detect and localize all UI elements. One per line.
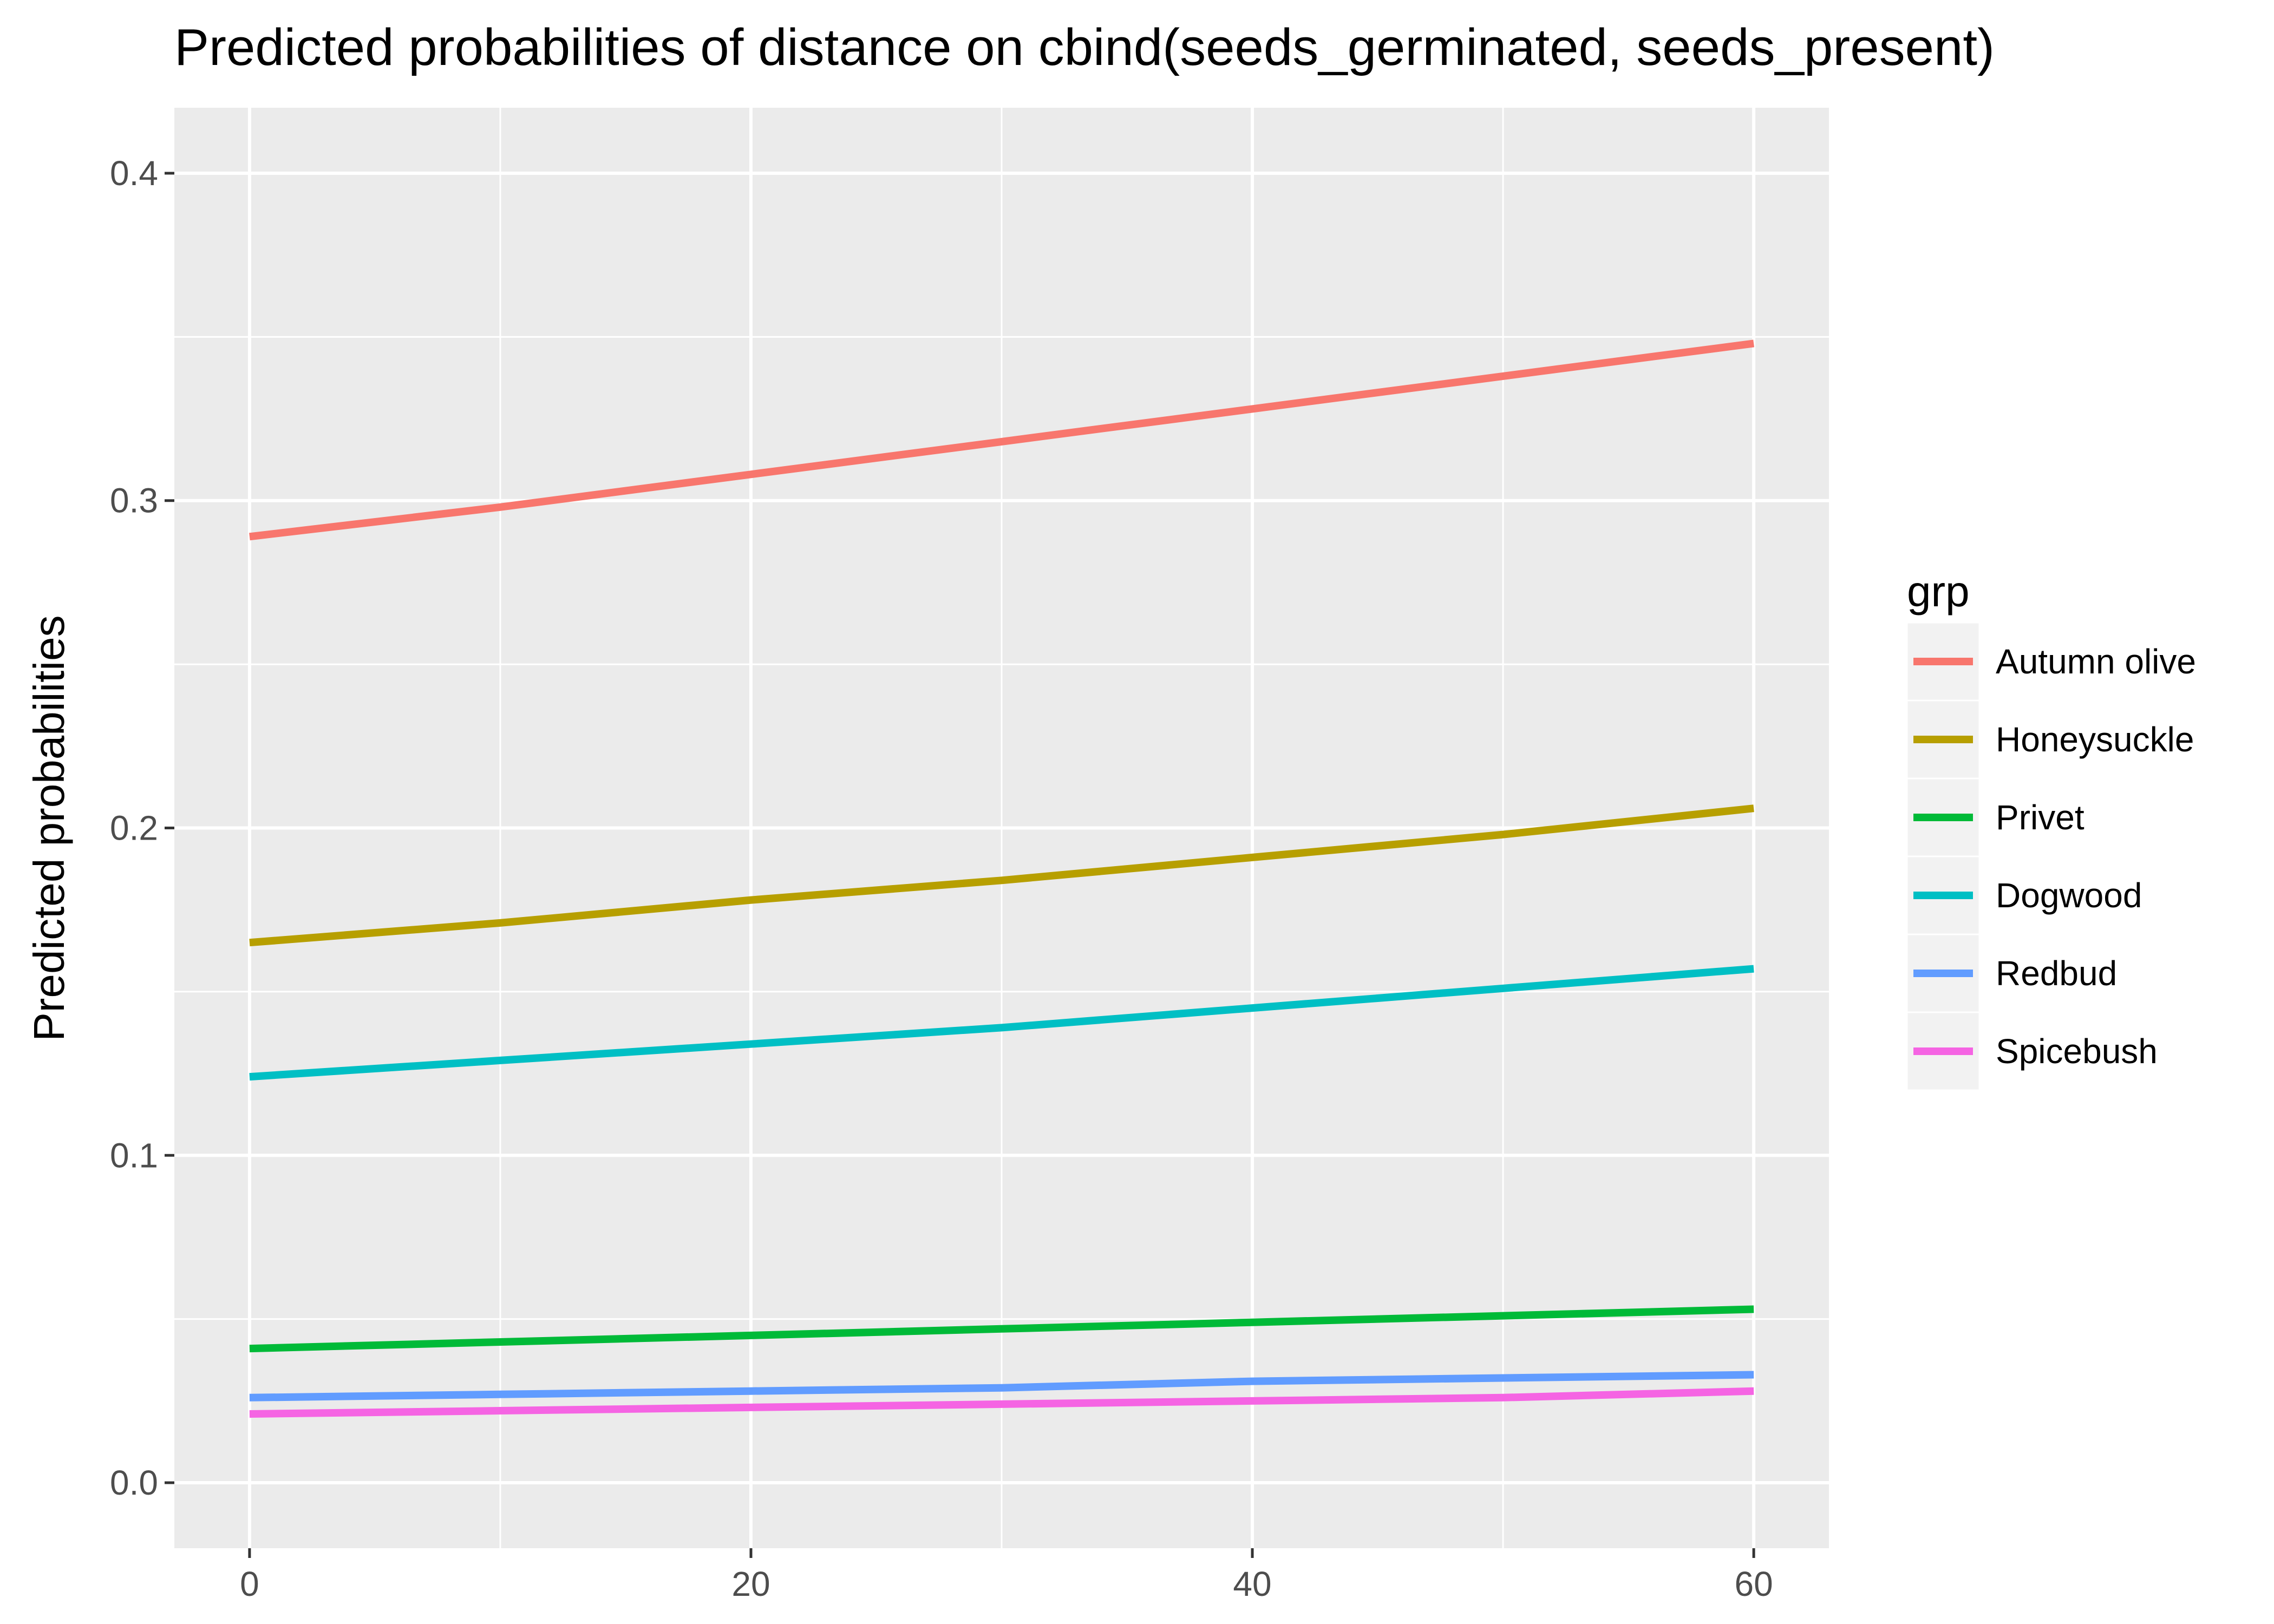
y-axis-title: Predicted probabilities bbox=[25, 615, 73, 1041]
series-lines bbox=[249, 339, 1755, 1418]
series-line-dogwood bbox=[249, 965, 1754, 1081]
x-tick-label: 20 bbox=[731, 1564, 770, 1603]
series-line-honeysuckle bbox=[249, 804, 1754, 947]
legend-label: Redbud bbox=[1996, 954, 2117, 993]
axes: 0 20 40 60 0.0 0.1 0.2 0.3 0.4 bbox=[110, 154, 1773, 1603]
legend-label: Spicebush bbox=[1996, 1032, 2158, 1071]
series-line-spicebush bbox=[249, 1387, 1754, 1418]
series-line-privet bbox=[249, 1305, 1754, 1353]
y-tick-label: 0.3 bbox=[110, 481, 158, 520]
y-tick-label: 0.4 bbox=[110, 154, 158, 193]
series-line-autumn-olive bbox=[249, 339, 1755, 541]
x-tick-label: 60 bbox=[1734, 1564, 1773, 1603]
legend-label: Privet bbox=[1996, 798, 2084, 837]
legend: grp Autumn olive Honeysuckle Privet Dogwood… bbox=[1906, 567, 2196, 1091]
legend-label: Honeysuckle bbox=[1996, 720, 2194, 759]
legend-title: grp bbox=[1907, 567, 1970, 615]
legend-label: Autumn olive bbox=[1996, 642, 2196, 681]
y-tick-label: 0.2 bbox=[110, 809, 158, 848]
y-tick-label: 0.0 bbox=[110, 1463, 158, 1502]
x-tick-label: 40 bbox=[1233, 1564, 1271, 1603]
major-gridlines bbox=[174, 108, 1829, 1548]
legend-items: Autumn olive Honeysuckle Privet Dogwood Redb… bbox=[1906, 621, 2196, 1091]
x-tick-label: 0 bbox=[240, 1564, 259, 1603]
legend-label: Dogwood bbox=[1996, 876, 2142, 915]
series-line-redbud bbox=[249, 1371, 1754, 1402]
chart-title: Predicted probabilities of distance on c… bbox=[174, 18, 1995, 76]
y-tick-label: 0.1 bbox=[110, 1136, 158, 1175]
